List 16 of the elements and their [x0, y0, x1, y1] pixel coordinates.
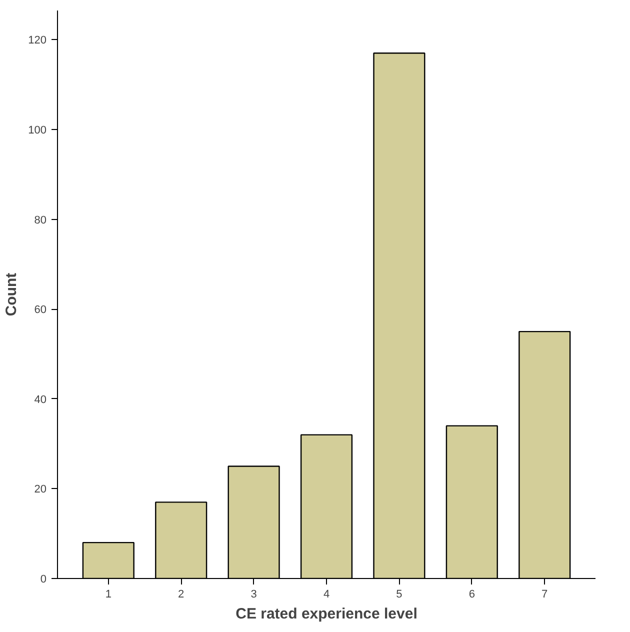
x-tick-label: 3 — [250, 588, 257, 600]
x-tick-label: 5 — [396, 588, 402, 600]
x-tick-label: 6 — [468, 588, 475, 600]
y-tick-label: 0 — [40, 574, 47, 586]
y-tick-label: 40 — [34, 394, 47, 406]
y-tick-label: 60 — [34, 304, 47, 316]
y-tick-label: 20 — [34, 484, 47, 496]
x-tick-label: 7 — [542, 588, 548, 600]
y-tick-label: 80 — [34, 214, 47, 226]
y-tick-label: 100 — [28, 124, 47, 136]
x-tick-label: 4 — [323, 588, 330, 600]
x-tick-label: 2 — [178, 588, 184, 600]
y-axis-title: Count — [3, 272, 20, 316]
x-axis-title: CE rated experience level — [236, 606, 418, 622]
x-tick-label: 1 — [105, 588, 112, 600]
y-tick-label: 120 — [28, 34, 47, 47]
